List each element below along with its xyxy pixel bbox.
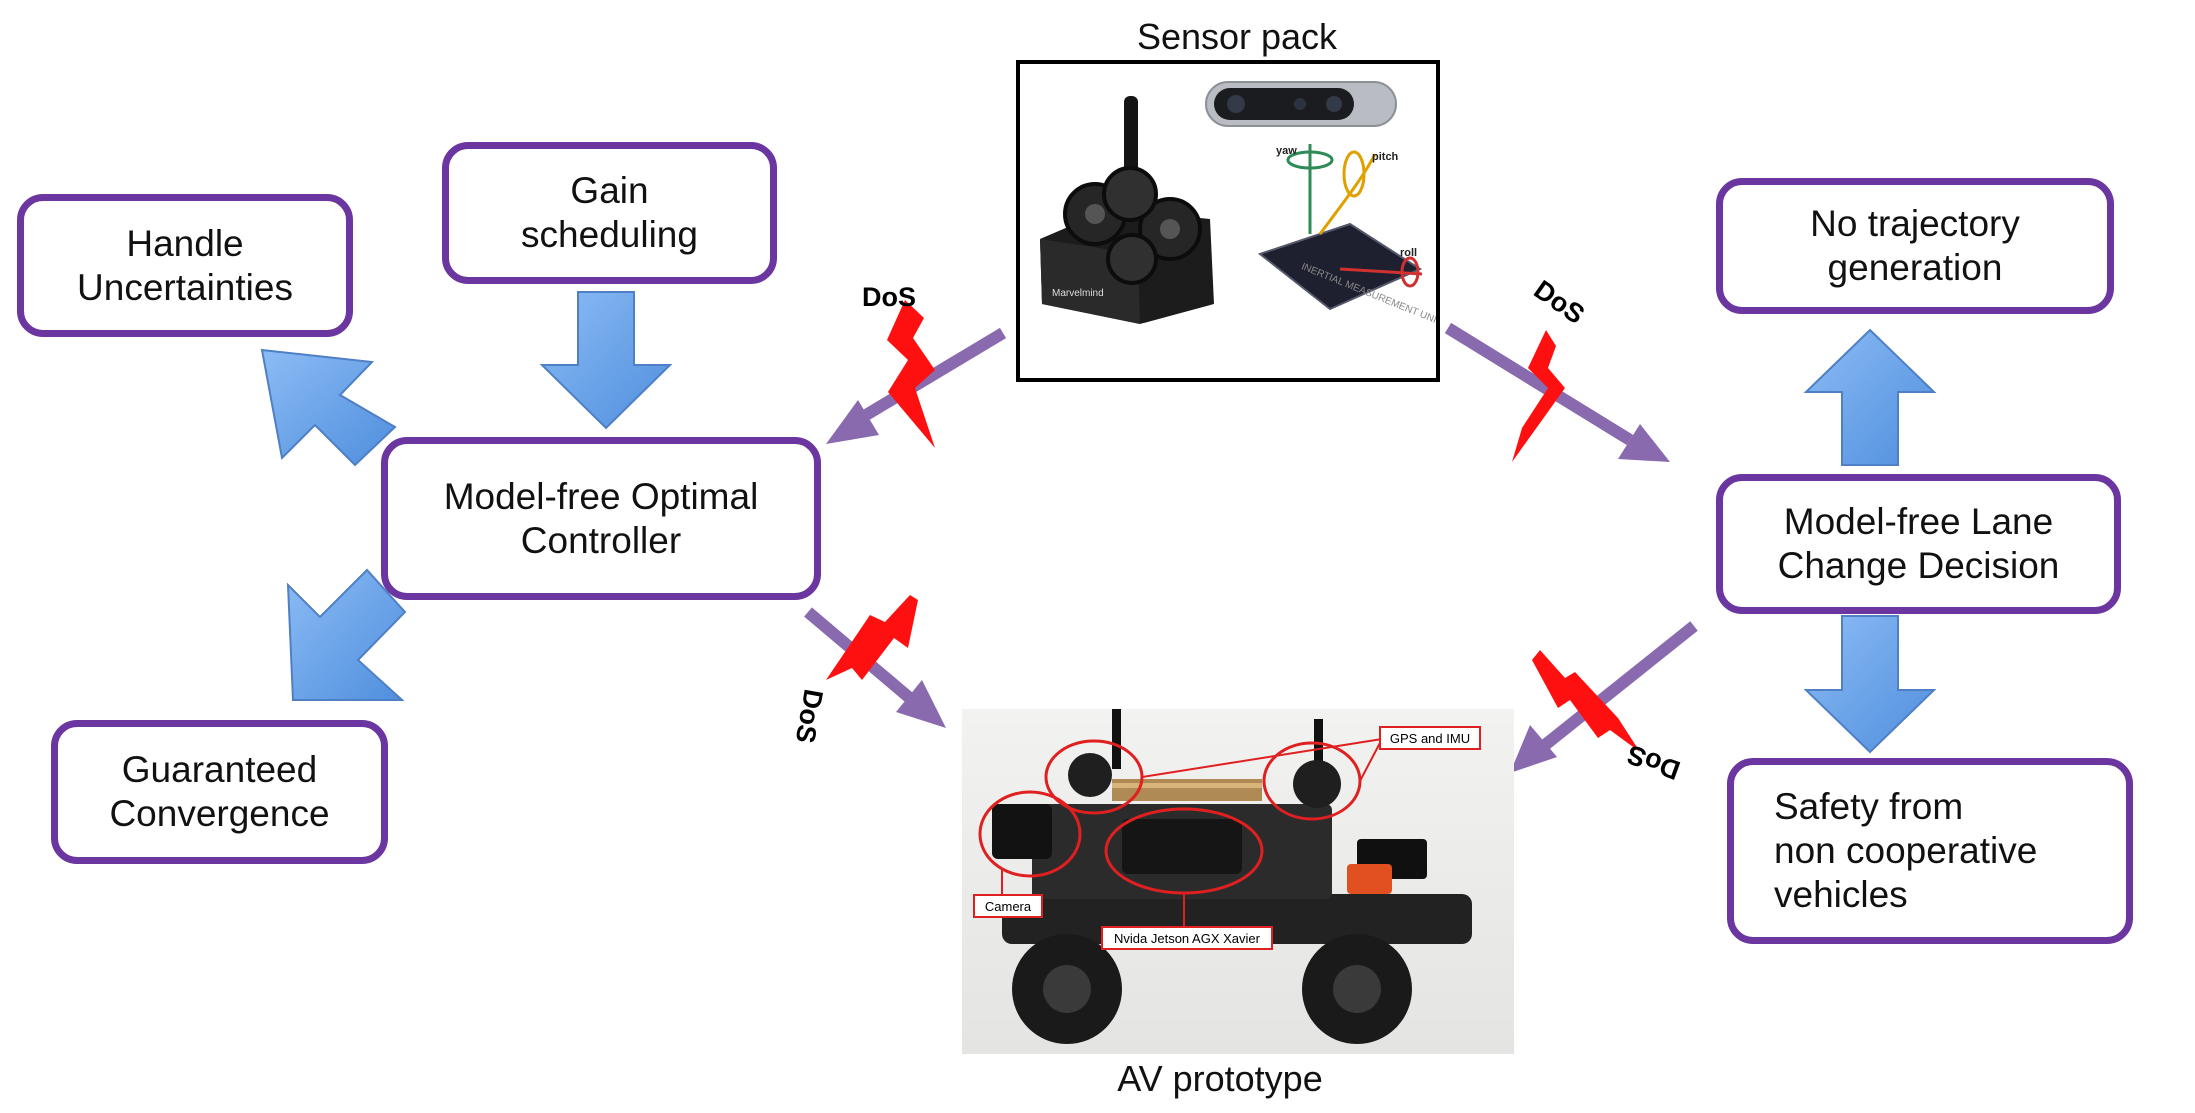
callout-gps-imu: GPS and IMU	[1390, 731, 1470, 746]
arrow-lane-to-no-trajectory	[1803, 328, 1937, 466]
lightning-icon	[1512, 330, 1565, 462]
connector-controller-to-av-head	[896, 680, 946, 728]
connector-sensor-to-lane	[1444, 322, 1634, 446]
optimal-controller-box: Model-free Optimal Controller	[381, 437, 821, 600]
arrow-lane-to-safety	[1803, 615, 1937, 754]
av-prototype-title: AV prototype	[1117, 1058, 1323, 1099]
arrow-controller-to-convergence	[286, 568, 407, 701]
safety-text: Safety from non cooperative vehicles	[1774, 786, 2038, 915]
handle-uncertainties-text: Handle Uncertainties	[77, 222, 293, 308]
dos-label: DoS	[862, 282, 916, 312]
arrow-controller-to-uncertainties	[260, 348, 397, 467]
imu-chip-icon: INERTIAL MEASUREMENT UNIT yaw pitch roll	[1257, 144, 1444, 328]
av-prototype-image: GPS and IMU Camera Nvida Jetson AGX Xavi…	[962, 709, 1514, 1054]
imu-roll-label: roll	[1400, 247, 1417, 259]
imu-yaw-label: yaw	[1276, 145, 1297, 157]
lightning-icon	[1532, 650, 1640, 752]
beacon-icon: Marvelmind	[1040, 96, 1214, 324]
dos-label: DoS	[1623, 739, 1684, 786]
dos-label: DoS	[1529, 274, 1590, 330]
dos-label: DoS	[790, 687, 829, 745]
sensor-pack-illustration: Marvelmind INERTIAL MEASUREMENT UNIT yaw…	[1040, 81, 1444, 328]
connector-sensor-to-lane-head	[1618, 424, 1670, 462]
connector-sensor-to-controller	[852, 327, 1007, 427]
gain-scheduling-text: Gain scheduling	[521, 170, 698, 255]
connector-lane-to-av-head	[1510, 725, 1557, 773]
guaranteed-convergence-box: Guaranteed Convergence	[51, 720, 388, 864]
lane-change-text: Model-free Lane Change Decision	[1777, 501, 2060, 586]
optimal-controller-text: Model-free Optimal Controller	[443, 475, 759, 561]
imu-pitch-label: pitch	[1372, 151, 1399, 163]
no-trajectory-text: No trajectory generation	[1810, 203, 2020, 288]
connector-sensor-to-controller-head	[826, 400, 879, 444]
lightning-icon	[887, 300, 935, 448]
gain-scheduling-box: Gain scheduling	[442, 142, 777, 284]
callout-camera: Camera	[985, 899, 1032, 914]
sensor-pack-image: Marvelmind INERTIAL MEASUREMENT UNIT yaw…	[1016, 60, 1444, 382]
lightning-icon	[826, 595, 918, 680]
sensor-pack-title: Sensor pack	[1136, 16, 1338, 57]
av-prototype-illustration: GPS and IMU Camera Nvida Jetson AGX Xavi…	[973, 709, 1481, 1044]
guaranteed-convergence-text: Guaranteed Convergence	[109, 749, 330, 834]
lane-change-box: Model-free Lane Change Decision	[1716, 474, 2121, 614]
connector-lane-to-av	[1541, 621, 1698, 750]
beacon-brand-text: Marvelmind	[1052, 288, 1104, 299]
depth-camera-icon	[1205, 81, 1397, 127]
safety-box: Safety from non cooperative vehicles	[1727, 758, 2133, 944]
no-trajectory-box: No trajectory generation	[1716, 178, 2114, 314]
handle-uncertainties-box: Handle Uncertainties	[17, 194, 353, 337]
arrow-gain-to-controller	[539, 291, 673, 430]
callout-jetson: Nvida Jetson AGX Xavier	[1114, 931, 1261, 946]
